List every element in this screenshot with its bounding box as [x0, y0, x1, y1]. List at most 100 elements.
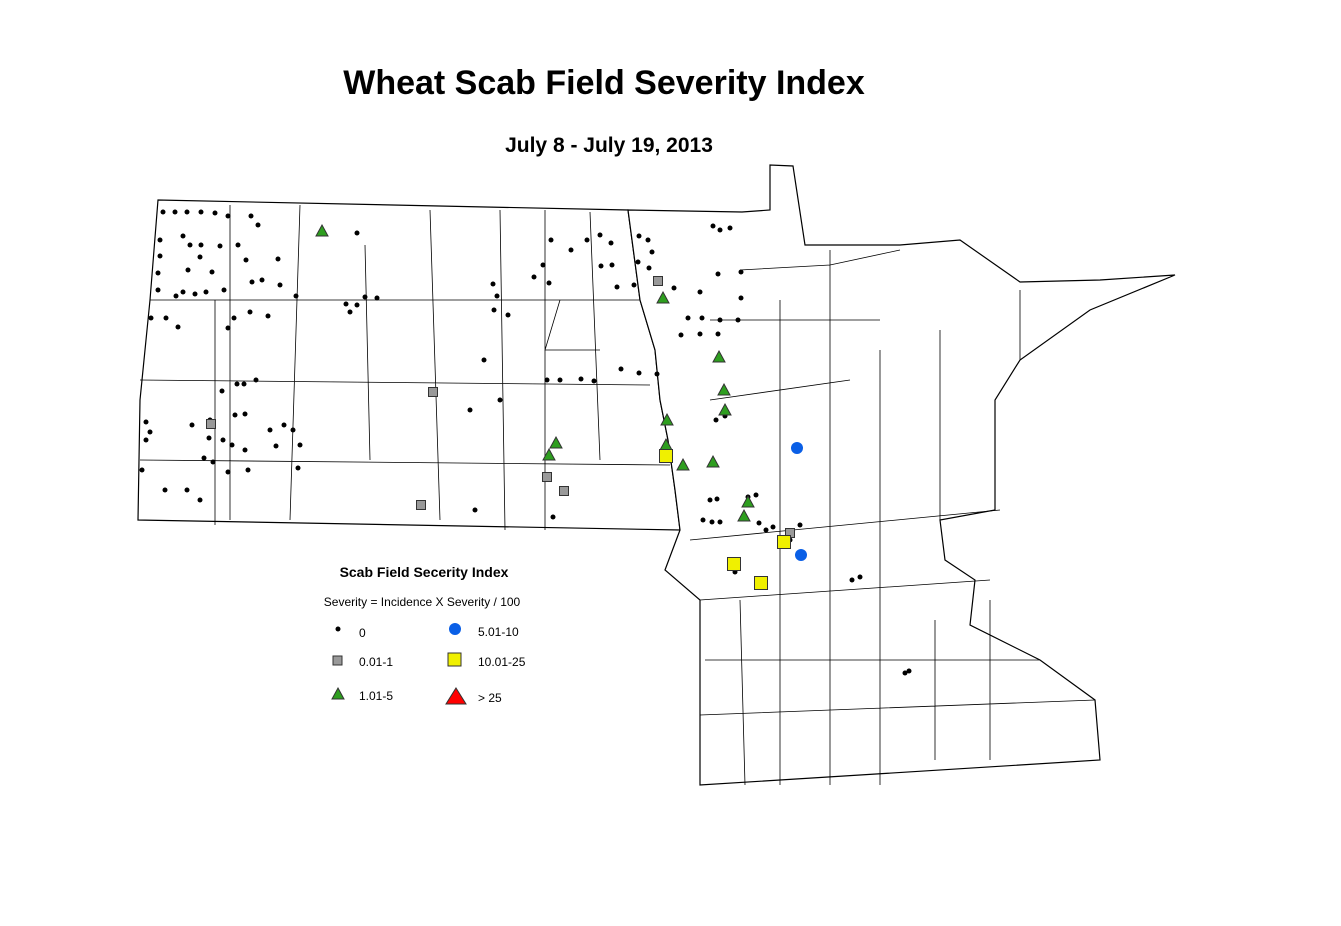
map-point — [249, 279, 255, 285]
map-point — [707, 497, 713, 503]
map-point — [212, 210, 218, 216]
map-point — [315, 223, 329, 237]
legend-label: 0 — [359, 626, 366, 640]
map-point — [175, 324, 181, 330]
map-point — [660, 412, 674, 426]
map-point — [490, 281, 496, 287]
map-point — [542, 447, 556, 461]
map-point — [157, 237, 163, 243]
map-point — [139, 467, 145, 473]
map-point — [849, 577, 855, 583]
map-point — [700, 517, 706, 523]
map-point — [713, 417, 719, 423]
map-point — [715, 271, 721, 277]
map-point — [295, 465, 301, 471]
map-point — [718, 402, 732, 416]
map-point — [273, 443, 279, 449]
map-point — [753, 492, 759, 498]
legend-symbol — [449, 623, 461, 635]
map-point — [505, 312, 511, 318]
map-point — [709, 519, 715, 525]
map-point — [148, 315, 154, 321]
county-lines — [139, 204, 1096, 786]
legend-symbol — [331, 686, 345, 700]
map-point — [735, 317, 741, 323]
map-point — [180, 289, 186, 295]
map-point — [293, 293, 299, 299]
map-point — [234, 381, 240, 387]
map-point — [147, 429, 153, 435]
map-point — [173, 293, 179, 299]
map-point — [221, 287, 227, 293]
map-point — [653, 276, 663, 286]
map-point — [578, 376, 584, 382]
map-point — [467, 407, 473, 413]
map-point — [737, 508, 751, 522]
map-point — [706, 454, 720, 468]
map-point — [243, 257, 249, 263]
map-point — [210, 459, 216, 465]
map-point — [659, 449, 673, 463]
map-point — [608, 240, 614, 246]
legend-symbol — [332, 655, 343, 666]
map-point — [717, 317, 723, 323]
map-point — [160, 209, 166, 215]
legend-label: 0.01-1 — [359, 655, 393, 669]
map-point — [277, 282, 283, 288]
map-point — [201, 455, 207, 461]
map-point — [235, 242, 241, 248]
county-line — [139, 204, 671, 531]
map-point — [635, 259, 641, 265]
map-point — [715, 331, 721, 337]
map-point — [549, 435, 563, 449]
map-point — [717, 519, 723, 525]
map-point — [259, 277, 265, 283]
map-point — [550, 514, 556, 520]
map-point — [763, 527, 769, 533]
map-point — [795, 549, 807, 561]
map-point — [209, 269, 215, 275]
map-point — [241, 381, 247, 387]
map-point — [297, 442, 303, 448]
map-point — [155, 287, 161, 293]
map-point — [857, 574, 863, 580]
map-point — [198, 209, 204, 215]
map-point — [219, 388, 225, 394]
map-point — [645, 237, 651, 243]
map-point — [184, 487, 190, 493]
map-point — [231, 315, 237, 321]
map-point — [255, 222, 261, 228]
title: Wheat Scab Field Severity Index — [343, 64, 865, 102]
map-point — [614, 284, 620, 290]
map-point — [906, 668, 912, 674]
map-point — [281, 422, 287, 428]
map-point — [347, 309, 353, 315]
map-point — [685, 315, 691, 321]
map-point — [631, 282, 637, 288]
map-point — [678, 332, 684, 338]
map-point — [354, 230, 360, 236]
map-point — [203, 289, 209, 295]
map-point — [902, 670, 908, 676]
map-point — [248, 213, 254, 219]
map-point — [697, 289, 703, 295]
map-point — [597, 232, 603, 238]
map-point — [192, 291, 198, 297]
map-point — [180, 233, 186, 239]
map-point — [157, 253, 163, 259]
legend-label: > 25 — [478, 691, 502, 705]
map-point — [754, 576, 768, 590]
map-point — [354, 302, 360, 308]
map-point — [267, 427, 273, 433]
map-point — [416, 500, 426, 510]
map-point — [646, 265, 652, 271]
map-point — [797, 522, 803, 528]
legend-symbol — [445, 687, 467, 705]
map-point — [699, 315, 705, 321]
map-point — [185, 267, 191, 273]
map-point — [777, 535, 791, 549]
map-point — [741, 494, 755, 508]
map-point — [598, 263, 604, 269]
map-point — [184, 209, 190, 215]
